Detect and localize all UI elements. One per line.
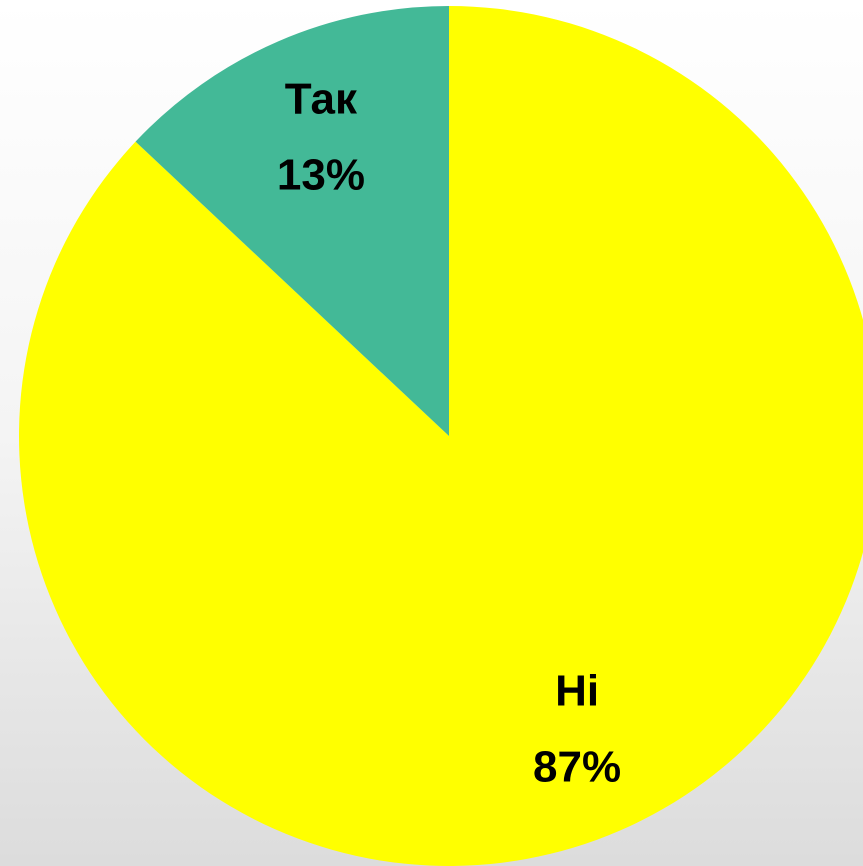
pie-slice xyxy=(135,6,449,436)
slice-value-label: 13% xyxy=(277,151,365,200)
slice-value-label: 87% xyxy=(533,743,621,792)
slice-label: Так xyxy=(285,75,358,124)
pie-slice xyxy=(19,6,863,866)
slice-label: Ні xyxy=(555,667,599,716)
